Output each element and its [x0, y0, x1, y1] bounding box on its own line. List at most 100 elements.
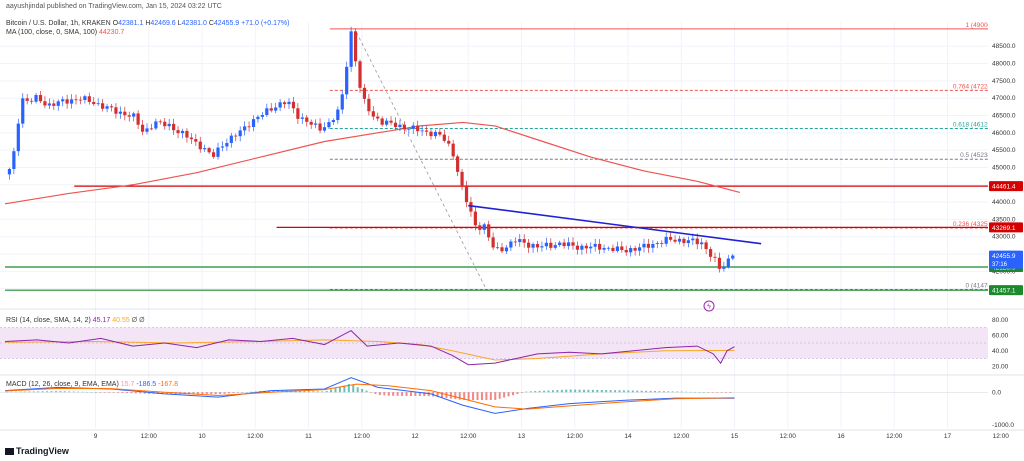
time-tick-label: 13	[518, 433, 526, 440]
fib-level-label: 1 (49000.0)	[966, 22, 999, 29]
macd-histogram-bar	[418, 392, 421, 397]
macd-histogram-bar	[693, 391, 696, 393]
macd-histogram-bar	[321, 391, 324, 393]
candle-body	[61, 99, 65, 102]
macd-histogram-bar	[427, 392, 430, 397]
macd-histogram-bar	[37, 391, 40, 393]
candle-body	[580, 245, 584, 250]
macd-hist-value: 15.7	[120, 381, 135, 388]
candle-body	[300, 117, 304, 119]
time-tick-label: 12:00	[780, 433, 797, 440]
time-tick-label: 12:00	[354, 433, 371, 440]
fibonacci-retracement[interactable]: 1 (49000.0) 0.764 (47224.3) 0.618 (46125.8…	[329, 22, 1001, 291]
candle-body	[274, 107, 278, 111]
candle-body	[562, 242, 566, 247]
support-2-tag-label: 41457.1	[992, 288, 1016, 295]
macd-histogram-bar	[112, 392, 115, 393]
time-tick-label: 9	[94, 433, 98, 440]
ma-legend[interactable]: MA (100, close, 0, SMA, 100) 44230.7	[6, 29, 124, 36]
candle-body	[336, 109, 340, 121]
candle-body	[664, 236, 668, 244]
rsi-band-value: Ø	[131, 317, 138, 324]
macd-histogram-bar	[605, 390, 608, 393]
macd-histogram-bar	[134, 392, 137, 394]
macd-histogram-bar	[303, 391, 306, 393]
macd-histogram-bar	[631, 390, 634, 393]
candle-body	[695, 238, 699, 245]
candle-body	[101, 103, 105, 109]
candle-body	[83, 96, 87, 101]
macd-histogram-bar	[139, 392, 142, 394]
macd-histogram-bar	[467, 392, 470, 401]
candle-body	[478, 225, 482, 230]
macd-histogram-bar	[396, 392, 399, 396]
candle-body	[318, 123, 322, 131]
candle-body	[398, 124, 402, 128]
candle-body	[717, 257, 722, 269]
rsi-tick-label: 80.00	[992, 317, 1009, 324]
candle-body	[189, 137, 193, 140]
candle-body	[571, 242, 575, 246]
macd-histogram-bar	[569, 389, 572, 393]
candle-body	[7, 169, 12, 175]
macd-histogram-bar	[307, 391, 310, 393]
macd-histogram-bar	[436, 392, 439, 397]
macd-histogram-bar	[103, 392, 106, 393]
candle-body	[163, 121, 167, 127]
candle-body	[38, 95, 43, 102]
macd-histogram-bar	[23, 391, 26, 393]
rsi-pane	[0, 327, 988, 366]
resistance-2-tag-label: 43269.1	[992, 225, 1016, 232]
macd-histogram-bar	[334, 388, 337, 393]
macd-histogram-bar	[565, 389, 568, 393]
candle-body	[424, 130, 429, 132]
candle-body	[52, 103, 56, 106]
rsi-legend[interactable]: RSI (14, close, SMA, 14, 2) 45.17 40.55 …	[6, 317, 145, 324]
candle-body	[513, 241, 517, 243]
candle-body	[118, 111, 122, 114]
candle-body	[21, 98, 25, 124]
candle-body	[575, 245, 580, 250]
candle-body	[167, 123, 171, 127]
macd-histogram-bar	[534, 391, 537, 393]
time-tick-label: 12:00	[673, 433, 690, 440]
macd-histogram-bar	[148, 392, 151, 394]
macd-histogram-bar	[19, 391, 22, 393]
macd-histogram-bar	[361, 388, 364, 393]
trendline[interactable]	[468, 204, 762, 245]
candle-body	[30, 100, 34, 102]
macd-histogram-bar	[108, 392, 111, 393]
macd-histogram-bar	[622, 390, 625, 393]
macd-histogram-bar	[387, 392, 390, 396]
price-axis[interactable]: 48500.0 48000.0 47500.0 47000.0 46500.0 46000…	[988, 0, 1024, 461]
macd-histogram-bar	[458, 392, 461, 400]
candle-body	[389, 120, 393, 123]
support-2-tag	[989, 285, 1023, 296]
macd-histogram-bar	[196, 392, 199, 395]
candle-body	[522, 239, 526, 243]
tradingview-logo[interactable]: TradingView	[5, 446, 69, 456]
time-tick-label: 14	[624, 433, 632, 440]
macd-histogram-bar	[170, 392, 173, 395]
macd-legend[interactable]: MACD (12, 26, close, 9, EMA, EMA) 15.7 -…	[6, 381, 178, 388]
price-tick-label: 47500.0	[992, 78, 1016, 85]
pane-separators[interactable]	[0, 308, 1024, 431]
grid	[0, 22, 1002, 428]
current-price-label: 42455.9	[992, 253, 1016, 260]
candle-body	[92, 101, 96, 105]
time-axis[interactable]: 9 12:00 10 12:00 11 12:00 12 12:00 13 12:00 14 12:0…	[94, 433, 1010, 440]
macd-histogram-bar	[59, 391, 62, 393]
descending-trendline[interactable]	[468, 204, 762, 245]
macd-histogram-bar	[325, 390, 328, 393]
macd-histogram-bar	[454, 392, 457, 400]
macd-histogram-bar	[15, 391, 18, 393]
macd-histogram-bar	[352, 384, 355, 393]
event-marker-icon[interactable]: ϟ	[703, 300, 715, 312]
macd-histogram-bar	[365, 390, 368, 393]
candle-body	[207, 148, 211, 153]
macd-histogram-bar	[414, 392, 417, 397]
macd-histogram-bar	[618, 390, 621, 393]
candle-body	[584, 245, 588, 249]
macd-histogram-bar	[711, 392, 714, 393]
